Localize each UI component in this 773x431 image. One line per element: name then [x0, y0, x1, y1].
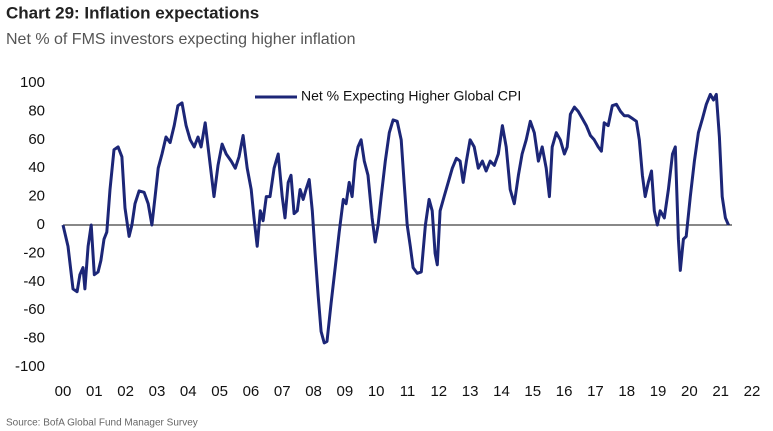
x-tick-label: 06 — [243, 383, 260, 400]
chart-title: Chart 29: Inflation expectations — [6, 3, 259, 22]
y-tick-label: 20 — [28, 188, 45, 205]
chart-subtitle: Net % of FMS investors expecting higher … — [6, 31, 356, 48]
x-tick-label: 19 — [650, 383, 667, 400]
y-tick-label: -80 — [23, 330, 45, 347]
x-tick-label: 04 — [180, 383, 197, 400]
x-tick-label: 11 — [400, 383, 416, 400]
y-tick-label: 0 — [37, 216, 45, 233]
x-tick-label: 07 — [274, 383, 291, 400]
x-tick-label: 14 — [493, 383, 510, 400]
y-tick-label: -60 — [23, 301, 45, 318]
x-tick-label: 12 — [430, 383, 447, 400]
x-tick-label: 17 — [587, 383, 604, 400]
x-tick-label: 15 — [524, 383, 541, 400]
y-tick-label: -100 — [15, 358, 45, 375]
legend-label: Net % Expecting Higher Global CPI — [301, 88, 521, 104]
x-tick-label: 08 — [305, 383, 322, 400]
x-tick-label: 02 — [117, 383, 134, 400]
x-tick-label: 09 — [337, 383, 354, 400]
y-tick-label: 100 — [20, 74, 45, 91]
x-tick-label: 16 — [556, 383, 573, 400]
y-tick-label: 40 — [28, 159, 45, 176]
x-tick-label: 13 — [462, 383, 479, 400]
x-tick-label: 01 — [86, 383, 103, 400]
x-tick-label: 05 — [211, 383, 228, 400]
x-tick-label: 03 — [149, 383, 166, 400]
x-tick-label: 18 — [618, 383, 635, 400]
x-tick-label: 00 — [55, 383, 72, 400]
y-tick-label: 80 — [28, 102, 45, 119]
source-note: Source: BofA Global Fund Manager Survey — [6, 418, 198, 429]
data-line — [61, 92, 730, 345]
x-tick-label: 10 — [368, 383, 385, 400]
x-tick-label: 22 — [744, 383, 761, 400]
y-tick-label: -20 — [23, 244, 45, 261]
y-tick-label: 60 — [28, 131, 45, 148]
x-tick-label: 21 — [712, 383, 729, 400]
x-tick-label: 20 — [681, 383, 698, 400]
y-tick-label: -40 — [23, 273, 45, 290]
